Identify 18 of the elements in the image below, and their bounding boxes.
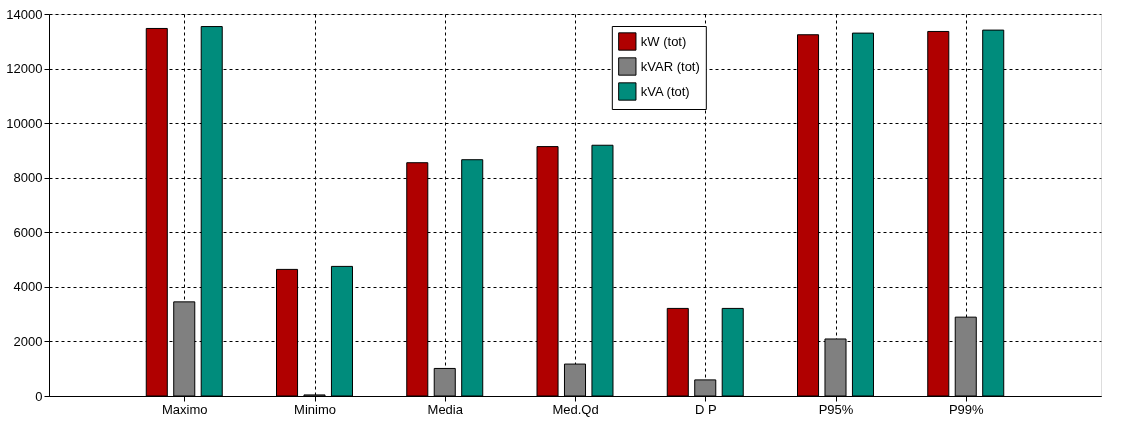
y-tick-label: 14000 [6,6,43,22]
y-tick-label: 0 [35,388,43,404]
x-tick-label: P95% [818,401,854,417]
x-tick-label: P99% [948,401,985,417]
x-tick-label: Maximo [161,401,208,417]
y-tick-label: 4000 [13,279,43,295]
x-tick-label: D P [694,401,717,417]
x-tick-label: Media [427,401,464,417]
y-tick-label: 6000 [13,224,43,240]
legend-label: kVA (tot) [640,83,690,99]
y-tick-label: 2000 [13,333,43,349]
x-tick-label: Med.Qd [552,401,599,417]
y-tick-label: 8000 [13,170,43,186]
legend-label: kVAR (tot) [640,58,700,74]
y-tick-label: 10000 [6,115,43,131]
y-tick-label: 12000 [6,61,43,77]
x-tick-label: Minimo [294,401,336,417]
legend-label: kW (tot) [640,33,687,49]
